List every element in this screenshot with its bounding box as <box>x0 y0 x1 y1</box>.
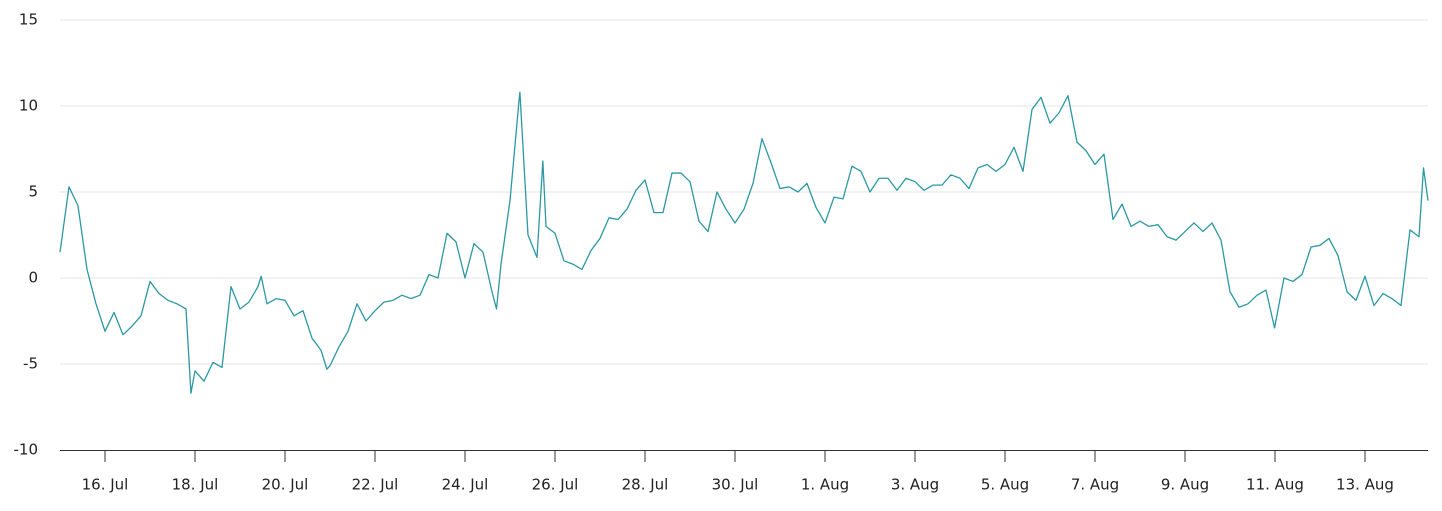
x-tick-label: 1. Aug <box>801 476 849 494</box>
y-tick-label: 5 <box>28 183 38 201</box>
y-tick-label: 0 <box>28 269 38 287</box>
x-tick-label: 22. Jul <box>352 476 399 494</box>
data-line <box>59 91 1429 394</box>
x-tick-label: 7. Aug <box>1071 476 1119 494</box>
y-tick-label: -5 <box>23 355 38 373</box>
x-tick-label: 28. Jul <box>622 476 669 494</box>
y-tick-label: 10 <box>19 97 38 115</box>
x-tick-label: 18. Jul <box>172 476 219 494</box>
x-tick-label: 13. Aug <box>1336 476 1394 494</box>
y-tick-label: -10 <box>14 441 39 459</box>
x-tick-label: 3. Aug <box>891 476 939 494</box>
x-tick-label: 16. Jul <box>82 476 129 494</box>
x-tick-label: 24. Jul <box>442 476 489 494</box>
x-tick-label: 11. Aug <box>1246 476 1304 494</box>
x-tick-label: 9. Aug <box>1161 476 1209 494</box>
x-tick-label: 5. Aug <box>981 476 1029 494</box>
x-tick-label: 26. Jul <box>532 476 579 494</box>
x-tick-label: 30. Jul <box>712 476 759 494</box>
x-tick-label: 20. Jul <box>262 476 309 494</box>
y-tick-label: 15 <box>19 11 38 29</box>
